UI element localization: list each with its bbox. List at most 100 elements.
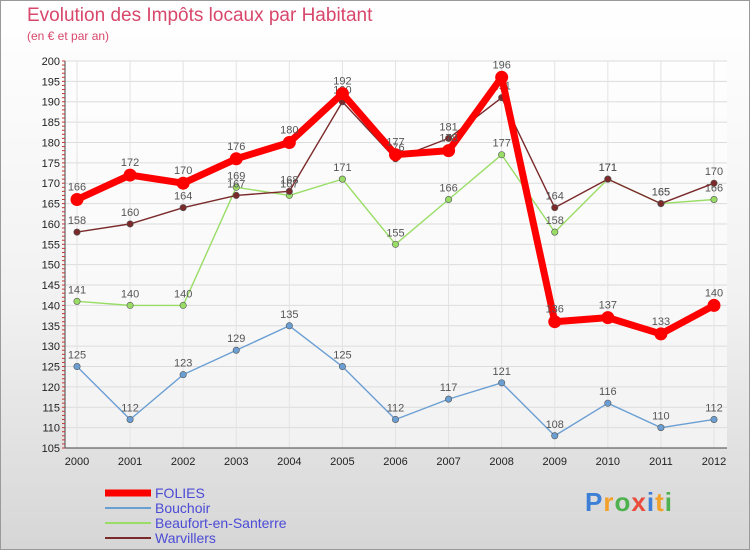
data-label-folies: 133 [652, 316, 670, 328]
data-point-bouchoir [338, 363, 346, 371]
data-point-folies [123, 168, 137, 182]
data-label-folies: 180 [280, 124, 298, 136]
x-tick-label: 2008 [489, 456, 513, 468]
x-tick-label: 2012 [702, 456, 726, 468]
logo-letter: o [614, 487, 632, 517]
data-label-warvillers: 170 [705, 166, 723, 178]
data-point-folies [335, 87, 349, 101]
data-point-beaufort-en-santerre [498, 151, 506, 159]
data-label-folies: 177 [386, 137, 404, 149]
data-point-folies [495, 70, 509, 84]
data-point-beaufort-en-santerre [445, 196, 453, 204]
x-tick-label: 2009 [543, 456, 567, 468]
data-label-bouchoir: 112 [387, 402, 405, 414]
data-label-warvillers: 165 [652, 187, 670, 199]
data-label-warvillers: 167 [227, 178, 245, 190]
data-label-warvillers: 164 [174, 191, 192, 203]
y-tick-label: 140 [42, 300, 60, 312]
data-label-folies: 178 [439, 133, 457, 145]
data-label-bouchoir: 112 [121, 402, 139, 414]
data-label-bouchoir: 125 [68, 350, 86, 362]
data-label-bouchoir: 129 [227, 333, 245, 345]
data-point-bouchoir [73, 363, 81, 371]
data-label-beaufort-en-santerre: 140 [174, 288, 192, 300]
data-label-beaufort-en-santerre: 166 [439, 183, 457, 195]
data-point-folies [707, 298, 721, 312]
legend-label-warvillers: Warvillers [155, 530, 216, 546]
data-label-bouchoir: 123 [174, 358, 192, 370]
y-tick-label: 160 [42, 219, 60, 231]
data-point-bouchoir [126, 415, 134, 423]
logo-letter: P [585, 487, 604, 517]
x-tick-label: 2002 [171, 456, 195, 468]
y-tick-label: 150 [42, 260, 60, 272]
legend-label-bouchoir: Bouchoir [155, 500, 211, 516]
data-point-warvillers [657, 200, 665, 208]
data-label-bouchoir: 135 [280, 309, 298, 321]
data-point-bouchoir [445, 395, 453, 403]
y-tick-label: 190 [42, 97, 60, 109]
data-point-folies [389, 148, 402, 162]
logo-letter: i [664, 487, 673, 517]
data-label-folies: 192 [333, 76, 351, 88]
data-point-warvillers [445, 134, 453, 142]
logo-letter: t [655, 487, 665, 517]
data-label-folies: 196 [492, 59, 510, 71]
data-label-warvillers: 160 [121, 207, 139, 219]
x-tick-label: 2007 [436, 456, 460, 468]
x-tick-label: 2005 [330, 456, 354, 468]
data-label-folies: 170 [174, 165, 192, 177]
x-tick-label: 2006 [383, 456, 407, 468]
data-label-folies: 136 [546, 304, 564, 316]
data-point-bouchoir [498, 379, 506, 387]
data-point-folies [229, 152, 243, 166]
data-label-warvillers: 171 [599, 162, 617, 174]
data-point-beaufort-en-santerre [73, 297, 81, 305]
legend-label-folies: FOLIES [155, 485, 205, 501]
y-tick-label: 135 [42, 321, 60, 333]
data-label-warvillers: 181 [439, 121, 457, 133]
data-label-beaufort-en-santerre: 171 [599, 162, 617, 174]
data-point-warvillers [710, 179, 718, 187]
data-label-folies: 166 [68, 182, 86, 194]
y-tick-label: 115 [42, 402, 60, 414]
data-label-beaufort-en-santerre: 165 [652, 187, 670, 199]
data-point-bouchoir [604, 399, 612, 407]
data-label-beaufort-en-santerre: 141 [68, 284, 86, 296]
data-label-beaufort-en-santerre: 167 [280, 178, 298, 190]
data-label-bouchoir: 116 [599, 386, 617, 398]
y-tick-label: 175 [42, 158, 60, 170]
legend-label-beaufort-en-santerre: Beaufort-en-Santerre [155, 515, 287, 531]
data-label-beaufort-en-santerre: 177 [492, 138, 510, 150]
data-point-folies [176, 176, 190, 190]
data-label-beaufort-en-santerre: 169 [227, 170, 245, 182]
data-point-bouchoir [657, 424, 665, 432]
logo-letter: i [646, 487, 656, 517]
data-point-beaufort-en-santerre [551, 228, 559, 236]
data-label-bouchoir: 112 [705, 402, 723, 414]
data-point-beaufort-en-santerre [232, 183, 240, 191]
data-label-folies: 137 [599, 300, 617, 312]
x-tick-label: 2010 [596, 456, 620, 468]
data-label-beaufort-en-santerre: 155 [386, 227, 404, 239]
data-point-bouchoir [710, 415, 718, 423]
y-tick-label: 155 [42, 239, 60, 251]
data-label-folies: 176 [227, 141, 245, 153]
x-tick-label: 2011 [649, 456, 673, 468]
data-label-bouchoir: 110 [652, 411, 670, 423]
data-label-warvillers: 164 [546, 191, 564, 203]
x-tick-label: 2001 [118, 456, 142, 468]
logo-letter: x [631, 487, 647, 517]
y-tick-label: 145 [42, 280, 60, 292]
y-tick-label: 120 [42, 382, 60, 394]
y-tick-label: 110 [42, 423, 60, 435]
y-tick-label: 125 [42, 362, 60, 374]
data-point-bouchoir [232, 346, 240, 354]
y-tick-label: 130 [42, 341, 60, 353]
y-tick-label: 195 [42, 76, 60, 88]
data-label-beaufort-en-santerre: 158 [546, 215, 564, 227]
data-point-warvillers [285, 187, 293, 195]
x-tick-label: 2004 [277, 456, 301, 468]
